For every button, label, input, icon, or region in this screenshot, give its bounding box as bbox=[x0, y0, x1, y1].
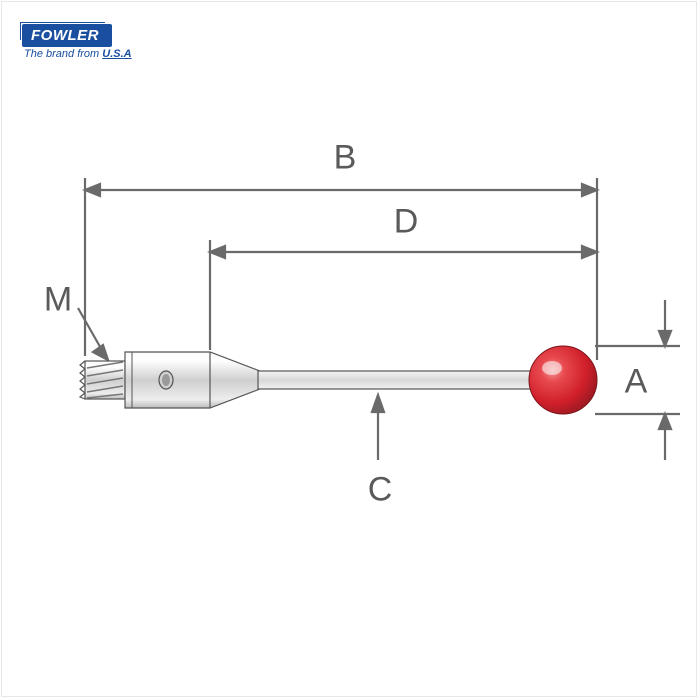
technical-drawing bbox=[0, 0, 700, 700]
part-ball bbox=[529, 346, 597, 414]
part-stem bbox=[258, 371, 534, 389]
part-holder bbox=[125, 352, 260, 408]
label-A: A bbox=[625, 363, 648, 402]
label-M: M bbox=[44, 281, 72, 320]
dimension-D bbox=[210, 240, 597, 350]
dimension-M bbox=[78, 308, 108, 360]
label-C: C bbox=[368, 471, 393, 510]
part-thread bbox=[80, 361, 125, 399]
label-D: D bbox=[394, 203, 419, 242]
label-B: B bbox=[334, 139, 357, 178]
dimension-C bbox=[372, 395, 384, 460]
dimension-B bbox=[85, 178, 597, 360]
